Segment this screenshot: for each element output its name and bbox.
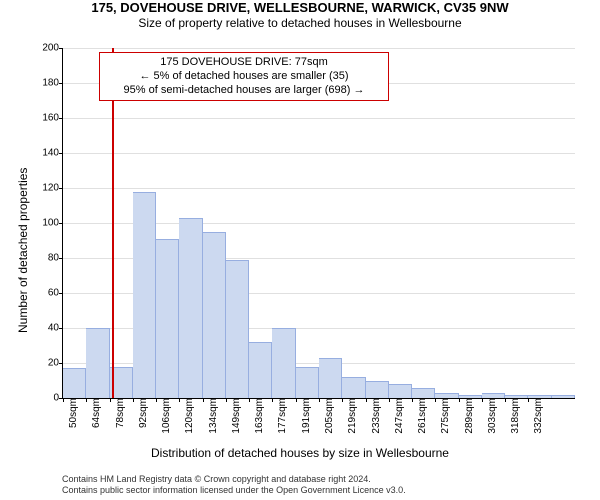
footer-attribution: Contains HM Land Registry data © Crown c… bbox=[0, 474, 600, 497]
y-axis-label: Number of detached properties bbox=[16, 168, 30, 333]
x-tick-label: 92sqm bbox=[137, 398, 149, 442]
histogram-bar bbox=[133, 192, 156, 399]
y-tick-label: 60 bbox=[48, 288, 63, 299]
histogram-bar bbox=[156, 239, 179, 398]
y-tick-label: 200 bbox=[42, 43, 63, 54]
callout-line: 95% of semi-detached houses are larger (… bbox=[103, 84, 385, 98]
x-tick-label: 64sqm bbox=[90, 398, 102, 442]
x-axis-label: Distribution of detached houses by size … bbox=[0, 446, 600, 460]
x-tick-label: 303sqm bbox=[486, 398, 498, 442]
figure-container: { "title": "175, DOVEHOUSE DRIVE, WELLES… bbox=[0, 0, 600, 500]
y-tick-label: 80 bbox=[48, 253, 63, 264]
x-tick-label: 191sqm bbox=[300, 398, 312, 442]
x-tick-label: 318sqm bbox=[509, 398, 521, 442]
x-tick-label: 247sqm bbox=[393, 398, 405, 442]
chart-subtitle: Size of property relative to detached ho… bbox=[0, 16, 600, 30]
x-tick-label: 149sqm bbox=[230, 398, 242, 442]
x-tick-label: 332sqm bbox=[532, 398, 544, 442]
plot-area: 02040608010012014016018020050sqm64sqm78s… bbox=[62, 48, 575, 399]
y-tick-label: 20 bbox=[48, 358, 63, 369]
callout-line: 175 DOVEHOUSE DRIVE: 77sqm bbox=[103, 56, 385, 70]
y-tick-label: 120 bbox=[42, 183, 63, 194]
gridline bbox=[63, 188, 575, 189]
x-tick-label: 261sqm bbox=[416, 398, 428, 442]
histogram-bar bbox=[179, 218, 202, 398]
histogram-bar bbox=[389, 384, 412, 398]
x-tick-label: 78sqm bbox=[114, 398, 126, 442]
y-tick-label: 40 bbox=[48, 323, 63, 334]
gridline bbox=[63, 118, 575, 119]
x-tick-label: 163sqm bbox=[253, 398, 265, 442]
y-tick-label: 140 bbox=[42, 148, 63, 159]
callout-line: ← 5% of detached houses are smaller (35) bbox=[103, 70, 385, 84]
chart-title: 175, DOVEHOUSE DRIVE, WELLESBOURNE, WARW… bbox=[0, 0, 600, 16]
y-tick-label: 0 bbox=[53, 393, 63, 404]
x-tick-label: 134sqm bbox=[207, 398, 219, 442]
x-tick-label: 219sqm bbox=[346, 398, 358, 442]
callout-box: 175 DOVEHOUSE DRIVE: 77sqm← 5% of detach… bbox=[99, 52, 389, 101]
histogram-bar bbox=[63, 368, 86, 398]
footer-line: Contains HM Land Registry data © Crown c… bbox=[62, 474, 600, 485]
histogram-bar bbox=[412, 388, 435, 399]
x-tick-label: 120sqm bbox=[183, 398, 195, 442]
gridline bbox=[63, 48, 575, 49]
histogram-bar bbox=[552, 395, 575, 399]
footer-line: Contains public sector information licen… bbox=[62, 485, 600, 496]
histogram-bar bbox=[249, 342, 272, 398]
x-tick-label: 289sqm bbox=[463, 398, 475, 442]
y-tick-label: 180 bbox=[42, 78, 63, 89]
histogram-bar bbox=[366, 381, 389, 399]
gridline bbox=[63, 153, 575, 154]
histogram-bar bbox=[86, 328, 109, 398]
histogram-bar bbox=[319, 358, 342, 398]
histogram-bar bbox=[296, 367, 319, 399]
y-tick-label: 160 bbox=[42, 113, 63, 124]
histogram-bar bbox=[226, 260, 249, 398]
histogram-bar bbox=[272, 328, 295, 398]
x-tick-label: 106sqm bbox=[160, 398, 172, 442]
x-tick-label: 275sqm bbox=[439, 398, 451, 442]
x-tick-label: 177sqm bbox=[276, 398, 288, 442]
y-tick-label: 100 bbox=[42, 218, 63, 229]
x-tick-label: 205sqm bbox=[323, 398, 335, 442]
x-tick-label: 50sqm bbox=[67, 398, 79, 442]
histogram-bar bbox=[203, 232, 226, 398]
histogram-bar bbox=[342, 377, 365, 398]
x-tick-label: 233sqm bbox=[370, 398, 382, 442]
